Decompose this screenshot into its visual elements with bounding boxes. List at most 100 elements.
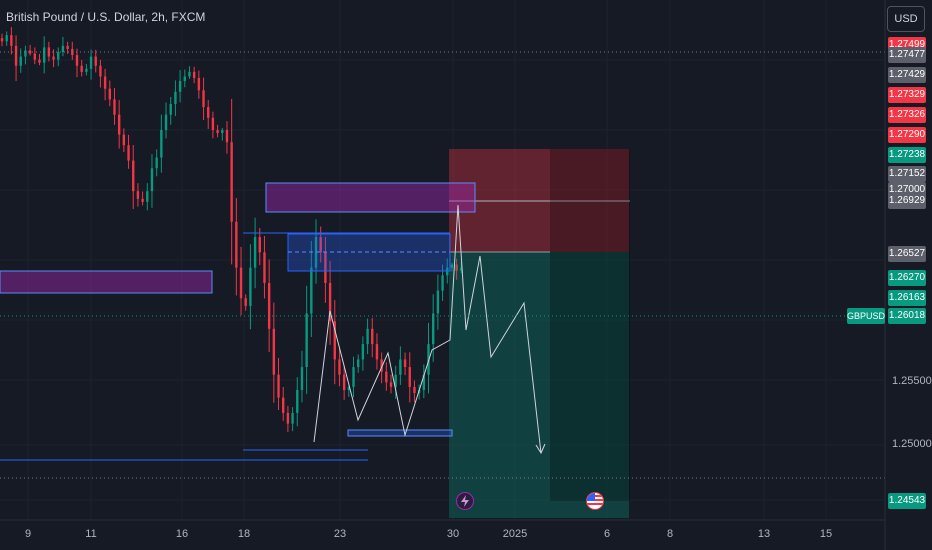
lightning-event-icon[interactable] [456, 492, 474, 510]
candle-down [328, 282, 332, 322]
candle-up [394, 374, 397, 387]
shade-box [550, 149, 630, 501]
candle-down [389, 382, 393, 387]
price-tag: 1.26163 [888, 290, 926, 306]
currency-button[interactable]: USD [887, 6, 925, 32]
candle-down [408, 367, 411, 387]
candle-up [169, 104, 172, 115]
chart-title[interactable]: British Pound / U.S. Dollar, 2h, FXCM [6, 10, 206, 24]
candle-down [403, 359, 407, 368]
candles [0, 27, 463, 432]
candle-up [352, 367, 355, 387]
candle-down [385, 371, 388, 383]
candle-down [14, 45, 18, 66]
candle-up [399, 359, 402, 375]
candle-down [38, 59, 41, 63]
supply-zone-top[interactable] [265, 182, 476, 213]
candle-down [10, 35, 13, 46]
candle-down [371, 328, 374, 345]
candle-up [24, 50, 27, 57]
left-zone[interactable] [0, 270, 213, 294]
candle-down [324, 252, 327, 283]
candle-up [357, 359, 360, 368]
price-label-125500: 1.25500 [892, 375, 932, 387]
candle-down [333, 321, 336, 360]
candle-down [197, 78, 201, 91]
candle-up [347, 386, 351, 390]
candle-up [296, 390, 299, 413]
symbol-tag: GBPUSD [847, 308, 885, 324]
candle-down [272, 328, 276, 375]
candle-up [305, 313, 308, 368]
zigzag-pattern [313, 204, 542, 454]
candle-up [174, 91, 177, 104]
price-tag: 1.27290 [888, 127, 926, 143]
candle-up [164, 114, 168, 130]
time-label: 8 [666, 528, 674, 540]
price-tag: 1.27238 [888, 147, 926, 163]
candle-down [136, 191, 140, 199]
candle-up [366, 328, 369, 345]
candle-down [99, 65, 102, 77]
candle-up [291, 412, 294, 424]
price-tag: 1.27329 [888, 87, 926, 103]
candle-down [235, 221, 238, 268]
projection-arrow-head [535, 443, 546, 455]
candle-up [460, 267, 463, 271]
candle-down [216, 130, 219, 134]
candle-up [422, 374, 426, 390]
candle-down [338, 359, 341, 375]
candle-down [80, 65, 83, 72]
candle-down [103, 76, 107, 89]
price-tag: 1.26527 [888, 246, 926, 262]
price-tag: 1.27152 [888, 166, 926, 182]
candle-up [183, 76, 186, 82]
candle-up [188, 71, 191, 77]
candle-up [61, 45, 65, 52]
candle-up [431, 313, 435, 345]
time-label: 16 [175, 528, 189, 540]
candle-down [375, 344, 379, 360]
candle-up [150, 168, 154, 192]
drawings [0, 51, 885, 518]
candle-up [361, 344, 365, 360]
candle-up [436, 290, 440, 314]
time-label: 15 [819, 528, 833, 540]
price-label-125000: 1.25000 [892, 438, 932, 450]
candle-down [230, 142, 233, 222]
price-tag: 1.24543 [888, 493, 926, 509]
candle-down [380, 359, 383, 372]
time-label: 2025 [502, 528, 528, 540]
candle-down [122, 134, 126, 146]
chart-grid [0, 0, 885, 520]
us-flag-event-icon[interactable] [586, 492, 604, 510]
candle-down [52, 56, 55, 60]
candle-down [244, 298, 247, 306]
candle-up [253, 237, 257, 268]
candle-up [178, 81, 182, 92]
candle-down [192, 71, 196, 78]
candle-up [42, 47, 46, 63]
time-label: 13 [757, 528, 771, 540]
candle-down [455, 264, 458, 271]
candle-down [66, 45, 69, 49]
candle-down [132, 160, 135, 192]
take-profit-box[interactable] [449, 252, 629, 518]
candle-up [89, 56, 93, 69]
candle-down [141, 198, 144, 202]
candle-down [258, 237, 261, 253]
candle-down [75, 55, 79, 66]
candle-up [160, 130, 163, 158]
candle-up [155, 157, 158, 169]
candle-up [450, 264, 454, 268]
price-tag: 1.27429 [888, 67, 926, 83]
candle-down [211, 117, 215, 130]
candle-down [239, 267, 243, 299]
time-label: 30 [446, 528, 460, 540]
candle-down [225, 130, 229, 143]
price-tag: 1.26270 [888, 270, 926, 286]
candle-down [277, 374, 280, 398]
candle-up [310, 267, 313, 314]
consolidation-zone[interactable] [347, 429, 453, 437]
